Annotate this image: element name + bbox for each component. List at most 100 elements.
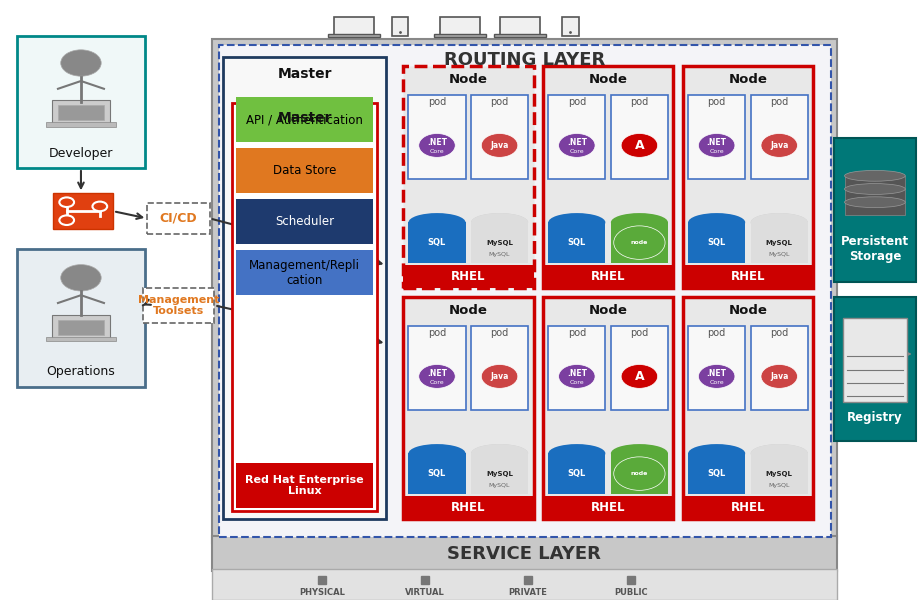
Bar bbox=[408, 95, 465, 179]
Bar bbox=[236, 97, 372, 142]
Bar bbox=[682, 265, 812, 288]
Text: pod: pod bbox=[567, 97, 585, 107]
Ellipse shape bbox=[548, 444, 605, 463]
Bar bbox=[562, 17, 578, 36]
Text: CI/CD: CI/CD bbox=[160, 212, 197, 225]
Text: Registry: Registry bbox=[846, 410, 902, 424]
Text: .NET: .NET bbox=[706, 369, 726, 378]
Bar bbox=[51, 100, 110, 123]
Bar bbox=[542, 265, 673, 288]
Text: PHYSICAL: PHYSICAL bbox=[299, 588, 345, 598]
Bar bbox=[17, 36, 145, 168]
Circle shape bbox=[698, 365, 734, 388]
Text: A: A bbox=[634, 139, 643, 152]
Text: RHEL: RHEL bbox=[450, 270, 485, 283]
Text: API / Authentication: API / Authentication bbox=[245, 113, 363, 126]
Text: .NET: .NET bbox=[706, 138, 726, 147]
Ellipse shape bbox=[687, 213, 744, 232]
Ellipse shape bbox=[610, 444, 667, 463]
Text: pod: pod bbox=[567, 328, 585, 338]
Text: PUBLIC: PUBLIC bbox=[614, 588, 647, 598]
Bar bbox=[471, 454, 528, 494]
Text: pod: pod bbox=[490, 97, 508, 107]
Ellipse shape bbox=[548, 213, 605, 232]
Bar bbox=[408, 454, 465, 494]
Circle shape bbox=[418, 365, 455, 388]
Text: SQL: SQL bbox=[707, 469, 725, 478]
Ellipse shape bbox=[750, 213, 807, 232]
Bar bbox=[548, 326, 605, 410]
Bar bbox=[687, 223, 744, 263]
Circle shape bbox=[613, 457, 664, 490]
Circle shape bbox=[481, 134, 517, 157]
Bar bbox=[471, 326, 528, 410]
Text: .NET: .NET bbox=[566, 138, 586, 147]
Text: Master: Master bbox=[277, 67, 332, 81]
Text: Red Hat Enterprise
Linux: Red Hat Enterprise Linux bbox=[245, 475, 363, 497]
Text: PRIVATE: PRIVATE bbox=[508, 588, 547, 598]
Bar bbox=[682, 66, 812, 288]
Text: node: node bbox=[630, 240, 647, 245]
Ellipse shape bbox=[471, 444, 528, 463]
Text: VIRTUAL: VIRTUAL bbox=[404, 588, 445, 598]
Text: pod: pod bbox=[630, 328, 648, 338]
Bar bbox=[687, 95, 744, 179]
Circle shape bbox=[620, 134, 657, 157]
Circle shape bbox=[59, 197, 74, 207]
Bar bbox=[750, 454, 807, 494]
Bar bbox=[750, 223, 807, 263]
Ellipse shape bbox=[750, 444, 807, 463]
Bar bbox=[499, 17, 539, 35]
Text: pod: pod bbox=[707, 328, 725, 338]
Bar bbox=[844, 176, 904, 189]
Bar bbox=[403, 496, 533, 519]
Bar bbox=[232, 103, 377, 511]
Circle shape bbox=[613, 226, 664, 259]
Bar bbox=[211, 536, 836, 571]
Text: SQL: SQL bbox=[567, 238, 585, 247]
Bar bbox=[408, 223, 465, 263]
Text: Core: Core bbox=[429, 149, 444, 154]
Bar bbox=[548, 95, 605, 179]
Bar bbox=[494, 34, 545, 37]
Text: Management
Toolsets: Management Toolsets bbox=[138, 295, 219, 316]
Bar bbox=[542, 66, 673, 288]
Circle shape bbox=[481, 365, 517, 388]
Ellipse shape bbox=[471, 213, 528, 232]
Bar bbox=[687, 326, 744, 410]
Text: A: A bbox=[634, 370, 643, 383]
Text: MySQL: MySQL bbox=[767, 483, 789, 488]
Text: Scheduler: Scheduler bbox=[275, 215, 334, 228]
Text: .NET: .NET bbox=[426, 138, 447, 147]
Text: pod: pod bbox=[630, 97, 648, 107]
Bar bbox=[750, 326, 807, 410]
Ellipse shape bbox=[408, 444, 465, 463]
Bar bbox=[833, 138, 915, 282]
Bar bbox=[610, 454, 667, 494]
Text: Node: Node bbox=[728, 73, 766, 86]
Text: Core: Core bbox=[569, 149, 584, 154]
Bar bbox=[750, 95, 807, 179]
Bar bbox=[46, 122, 116, 127]
Text: Node: Node bbox=[448, 73, 487, 86]
Bar bbox=[46, 337, 116, 341]
Bar bbox=[211, 39, 836, 543]
Bar bbox=[58, 320, 104, 335]
Circle shape bbox=[558, 134, 595, 157]
Text: Management/Repli
cation: Management/Repli cation bbox=[249, 259, 359, 287]
Text: MySQL: MySQL bbox=[488, 483, 510, 488]
Text: RHEL: RHEL bbox=[590, 501, 625, 514]
Bar bbox=[842, 318, 906, 402]
Text: SQL: SQL bbox=[427, 238, 446, 247]
Text: pod: pod bbox=[769, 328, 788, 338]
Text: RHEL: RHEL bbox=[730, 270, 765, 283]
Text: Core: Core bbox=[429, 380, 444, 385]
Bar bbox=[408, 326, 465, 410]
Bar bbox=[222, 57, 386, 519]
Text: .NET: .NET bbox=[426, 369, 447, 378]
Bar bbox=[403, 66, 533, 288]
Text: RHEL: RHEL bbox=[730, 501, 765, 514]
Text: Java: Java bbox=[769, 141, 788, 150]
Text: pod: pod bbox=[490, 328, 508, 338]
Bar bbox=[610, 223, 667, 263]
